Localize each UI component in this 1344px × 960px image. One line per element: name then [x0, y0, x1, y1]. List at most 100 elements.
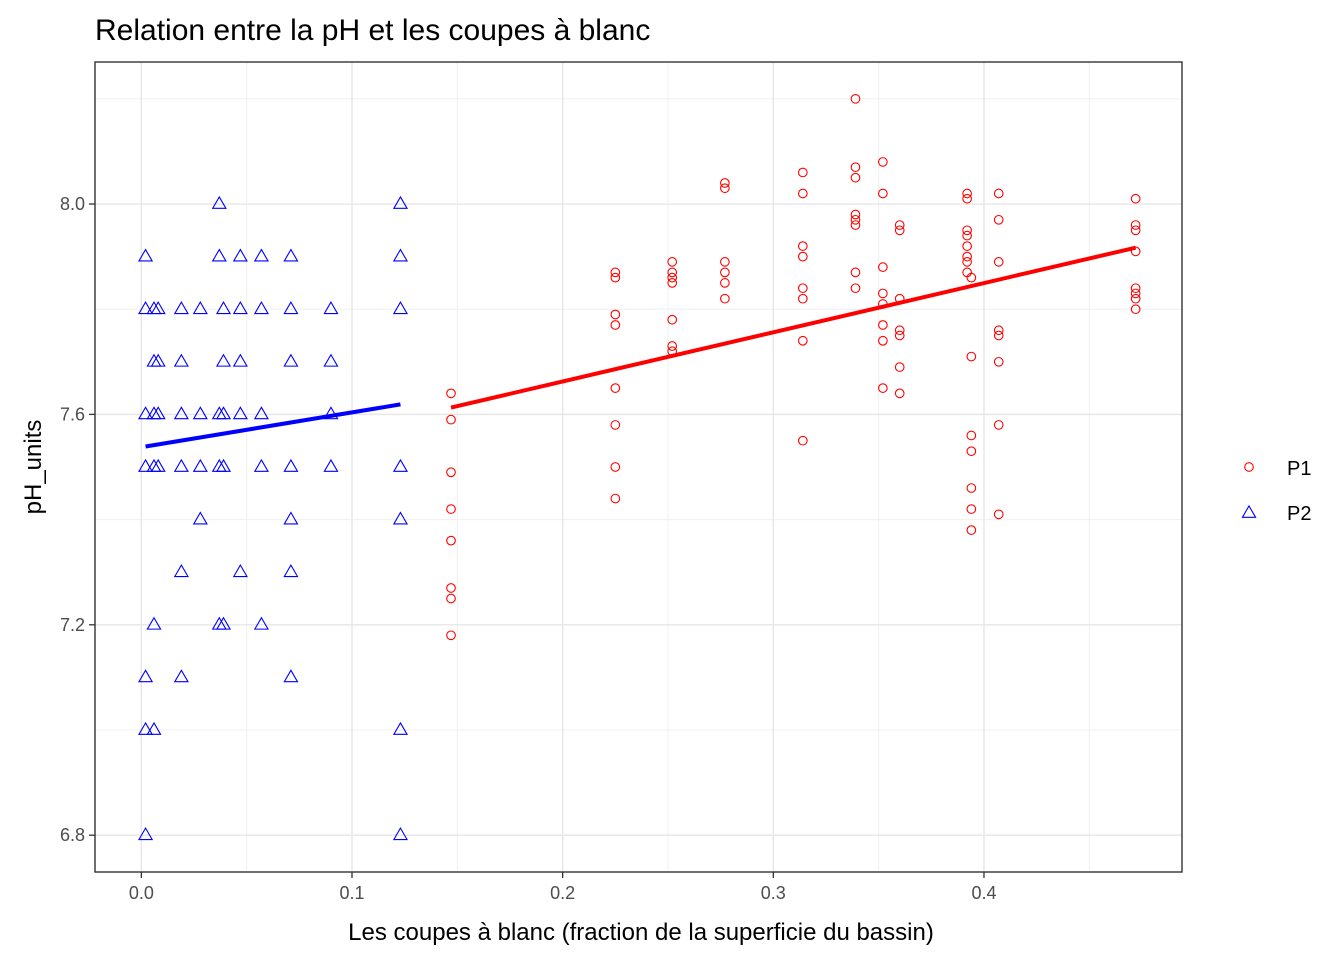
data-point-p2 [173, 353, 189, 367]
data-point-p2 [138, 301, 154, 315]
legend-key-p1 [1244, 462, 1254, 472]
data-point-p1 [962, 193, 972, 204]
x-axis-title: Les coupes à blanc (fraction de la super… [348, 919, 934, 946]
data-point-p1 [966, 446, 977, 457]
data-point-p2 [253, 458, 269, 472]
data-point-p2 [253, 301, 269, 315]
data-point-p1 [720, 267, 730, 278]
data-point-p1 [962, 251, 972, 262]
data-point-p2 [392, 195, 409, 209]
panel-border [94, 61, 1183, 873]
minor-gridlines [95, 62, 1182, 872]
data-point-p1 [446, 388, 456, 399]
data-point-p2 [323, 353, 339, 367]
data-point-p2 [283, 353, 299, 367]
y-tick-label: 7.2 [60, 615, 85, 635]
data-point-p1 [966, 430, 977, 441]
data-point-p1 [894, 362, 905, 372]
data-point-p1 [610, 420, 621, 430]
data-point-p2 [150, 458, 166, 472]
data-point-p1 [993, 330, 1004, 341]
x-tick-label: 0.2 [550, 883, 575, 903]
data-point-p1 [1130, 283, 1141, 294]
data-point-p2 [192, 406, 208, 420]
data-point-p1 [894, 225, 905, 236]
data-point-p1 [610, 309, 621, 320]
data-point-p2 [138, 669, 154, 683]
data-point-p1 [797, 335, 808, 346]
data-point-p2 [173, 301, 189, 315]
plot-panel [95, 62, 1182, 872]
data-point-p1 [993, 420, 1004, 430]
data-point-p2 [232, 248, 248, 262]
data-point-p1 [720, 257, 730, 267]
data-point-p2 [192, 301, 208, 315]
data-point-p1 [797, 293, 808, 304]
data-point-p1 [1130, 246, 1141, 257]
data-point-p1 [610, 272, 621, 283]
data-point-p2 [150, 406, 166, 420]
data-point-p2 [215, 353, 232, 367]
data-point-p1 [667, 314, 678, 325]
data-point-p1 [962, 257, 972, 267]
data-series [138, 93, 1141, 841]
data-point-p2 [215, 458, 232, 472]
data-point-p1 [446, 630, 456, 641]
data-point-p1 [850, 93, 861, 104]
data-point-p1 [667, 341, 678, 351]
data-point-p1 [878, 157, 888, 167]
data-point-p2 [283, 511, 299, 525]
legend-item-p2: P2 [1241, 503, 1311, 525]
data-point-p2 [392, 721, 409, 735]
data-point-p2 [232, 301, 248, 315]
major-gridlines [95, 62, 1182, 872]
data-point-p2 [232, 353, 248, 367]
trend-line-p2 [145, 402, 401, 449]
chart-title: Relation entre la pH et les coupes à bla… [95, 14, 650, 47]
data-point-p2 [173, 669, 189, 683]
data-point-p2 [283, 458, 299, 472]
x-tick-label: 0.3 [761, 883, 786, 903]
data-point-p1 [446, 504, 456, 514]
y-tick-label: 7.6 [60, 404, 85, 424]
legend-key-p2 [1241, 504, 1257, 518]
data-point-p1 [667, 257, 678, 267]
y-tick-label: 6.8 [60, 825, 85, 845]
data-point-p2 [253, 248, 269, 262]
data-point-p1 [797, 283, 808, 294]
data-point-p1 [667, 278, 678, 288]
data-point-p1 [797, 188, 808, 199]
data-point-p2 [150, 353, 166, 367]
data-point-p2 [253, 616, 269, 630]
trend-lines [145, 245, 1137, 449]
data-point-p1 [966, 272, 977, 283]
data-point-p2 [392, 827, 409, 841]
x-axis-ticks: 0.0 0.1 0.2 0.3 0.4 [129, 872, 996, 903]
data-point-p1 [962, 225, 972, 236]
data-point-p1 [610, 462, 621, 472]
x-tick-label: 0.1 [339, 883, 364, 903]
data-point-p1 [966, 483, 977, 493]
data-point-p1 [1130, 293, 1141, 304]
data-point-p1 [797, 251, 808, 262]
data-point-p2 [215, 406, 232, 420]
data-point-p1 [720, 178, 730, 188]
data-point-p2 [283, 301, 299, 315]
data-point-p2 [253, 406, 269, 420]
y-tick-label: 8.0 [60, 194, 85, 214]
data-point-p1 [720, 278, 730, 288]
data-point-p1 [610, 320, 621, 330]
data-point-p1 [610, 383, 621, 393]
data-point-p1 [446, 414, 456, 425]
x-tick-label: 0.4 [971, 883, 996, 903]
series-p2 [138, 195, 409, 841]
data-point-p1 [878, 383, 888, 393]
data-point-p1 [878, 320, 888, 330]
data-point-p1 [850, 209, 861, 220]
data-point-p1 [850, 220, 861, 230]
data-point-p1 [966, 504, 977, 514]
data-point-p2 [138, 458, 154, 472]
data-point-p1 [894, 325, 905, 336]
data-point-p1 [446, 593, 456, 604]
